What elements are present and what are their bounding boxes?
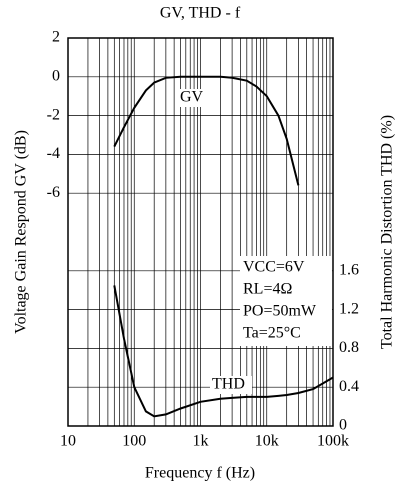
- y-axis-label: Voltage Gain Respond GV (dB): [13, 130, 30, 334]
- x-tick-label: 100k: [317, 433, 349, 450]
- x-tick-label: 10: [60, 433, 76, 450]
- plot-frame: [67, 37, 334, 427]
- x-tick-label: 10k: [255, 433, 279, 450]
- y2-tick-label: 0.8: [339, 339, 359, 356]
- series-line: [113, 75, 300, 186]
- y2-tick-label: 1.6: [339, 261, 359, 278]
- condition: RL=4Ω: [243, 281, 292, 298]
- y-tick-label: -4: [47, 145, 60, 162]
- condition: VCC=6V: [243, 259, 305, 276]
- series-label: THD: [212, 376, 245, 393]
- x-tick-label: 1k: [193, 433, 209, 450]
- y-tick-label: 0: [52, 67, 60, 84]
- y2-tick-label: 0.4: [339, 378, 359, 395]
- condition: PO=50mW: [243, 303, 317, 320]
- y2-tick-label: 0: [339, 417, 347, 434]
- series-label: GV: [180, 89, 204, 106]
- y-tick-label: -6: [47, 184, 60, 201]
- x-tick-label: 100: [122, 433, 146, 450]
- condition: Ta=25°C: [243, 325, 301, 342]
- series-line: [113, 285, 334, 418]
- conditions-box: [240, 256, 332, 346]
- y2-tick-label: 1.2: [339, 300, 359, 317]
- y-tick-label: -2: [47, 106, 60, 123]
- y-tick-label: 2: [52, 29, 60, 46]
- x-axis-label: Frequency f (Hz): [145, 465, 255, 482]
- y2-axis-label: Total Harmonic Distortion THD (%): [379, 115, 396, 349]
- chart-title: GV, THD - f: [160, 5, 241, 22]
- series-label-bg: [178, 89, 208, 107]
- series-label-bg: [210, 376, 252, 394]
